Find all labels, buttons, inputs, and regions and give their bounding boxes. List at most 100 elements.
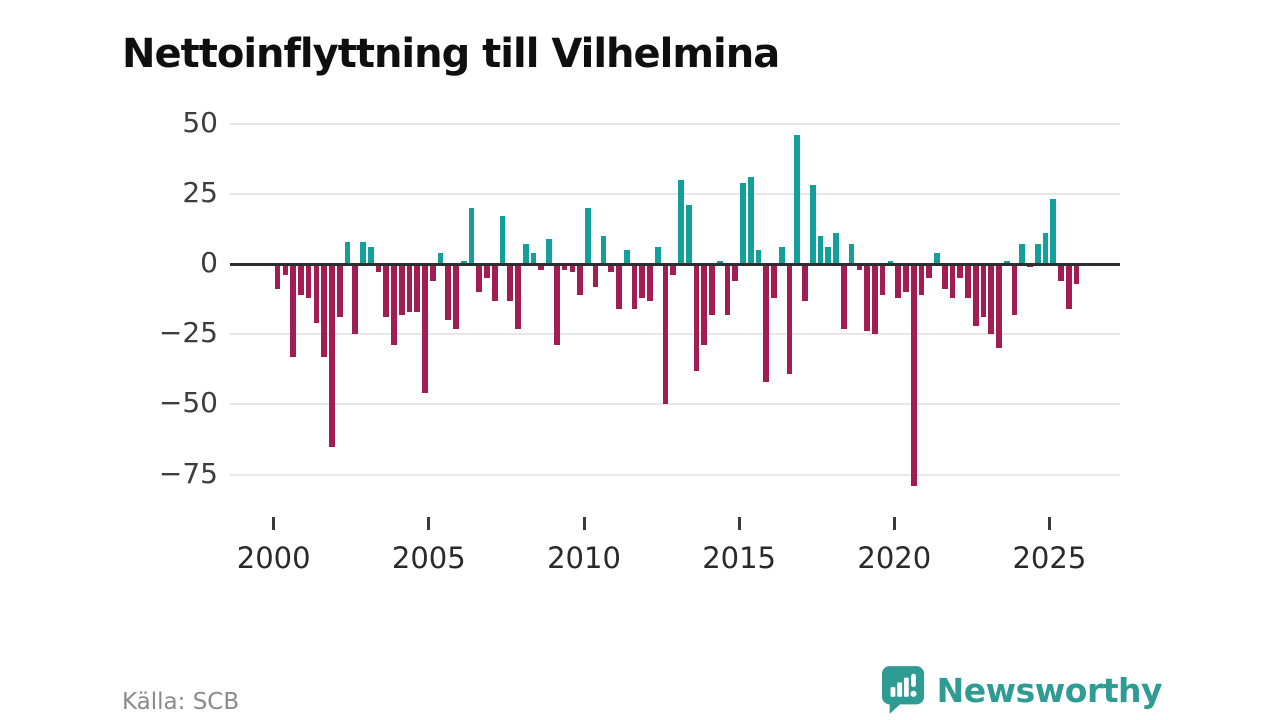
x-tick-label-2000: 2000 bbox=[236, 541, 311, 575]
x-tick-label-2015: 2015 bbox=[702, 541, 776, 575]
bar-2014-q3 bbox=[724, 264, 731, 315]
bar-2012-q4 bbox=[670, 264, 677, 276]
bar-2015-q1 bbox=[740, 182, 746, 264]
bar-2022-q4 bbox=[980, 264, 987, 318]
newsworthy-wordmark: Newsworthy bbox=[936, 670, 1163, 710]
bar-2021-q2 bbox=[934, 252, 940, 264]
bar-2005-q1 bbox=[429, 264, 436, 281]
y-tick-label--75: −75 bbox=[158, 456, 218, 490]
gridline-25 bbox=[230, 192, 1120, 195]
chart-title: Nettoinflyttning till Vilhelmina bbox=[122, 30, 780, 77]
x-tick-label-2010: 2010 bbox=[547, 541, 621, 575]
zero-axis-line bbox=[230, 262, 1120, 266]
bar-2011-q1 bbox=[616, 264, 622, 309]
x-tick-label-2005: 2005 bbox=[391, 541, 466, 575]
bar-2002-q4 bbox=[360, 241, 366, 264]
bar-2010-q1 bbox=[585, 207, 591, 264]
bar-2003-q4 bbox=[391, 264, 397, 346]
bar-2013-q4 bbox=[701, 264, 708, 346]
source-label: Källa: SCB bbox=[122, 689, 240, 715]
plot-area: 50 25 0 −25 −50 −75 2000 2005 2010 2015 2020 2025 bbox=[158, 106, 1120, 575]
gridline-50 bbox=[230, 122, 1120, 125]
bar-2000-q2 bbox=[282, 264, 289, 276]
bar-2011-q3 bbox=[631, 264, 638, 309]
bar-2025-q4 bbox=[1073, 264, 1080, 284]
bar-2003-q3 bbox=[383, 264, 390, 318]
bar-2004-q3 bbox=[414, 264, 421, 312]
bar-2018-q2 bbox=[841, 264, 847, 329]
bar-2007-q2 bbox=[499, 216, 506, 264]
bar-2017-q2 bbox=[809, 185, 816, 264]
bar-2001-q2 bbox=[313, 264, 320, 323]
bar-2013-q1 bbox=[678, 179, 684, 264]
bar-2017-q4 bbox=[825, 247, 832, 264]
bar-2006-q3 bbox=[476, 264, 483, 293]
y-tick-label--50: −50 bbox=[158, 386, 218, 420]
bar-2007-q3 bbox=[507, 264, 514, 301]
bar-2012-q1 bbox=[647, 264, 653, 301]
bar-2022-q1 bbox=[957, 264, 964, 278]
bar-2004-q2 bbox=[406, 264, 413, 312]
bar-2000-q1 bbox=[274, 264, 281, 290]
bar-2006-q4 bbox=[484, 264, 490, 278]
bar-2010-q3 bbox=[600, 235, 607, 264]
bar-2015-q3 bbox=[755, 250, 762, 264]
bar-2014-q4 bbox=[732, 264, 739, 281]
bar-2012-q2 bbox=[654, 247, 661, 264]
bar-2018-q3 bbox=[848, 244, 855, 264]
bar-2019-q1 bbox=[864, 264, 870, 332]
x-tick-label-2025: 2025 bbox=[1012, 541, 1087, 575]
x-tick-mark-2010 bbox=[582, 517, 586, 530]
bar-2018-q1 bbox=[833, 233, 839, 264]
bar-2005-q4 bbox=[453, 264, 459, 329]
bar-2005-q3 bbox=[445, 264, 452, 321]
bar-2001-q4 bbox=[329, 264, 335, 447]
bar-2023-q4 bbox=[1011, 264, 1018, 315]
bar-2023-q1 bbox=[988, 264, 995, 335]
x-tick-mark-2020 bbox=[892, 517, 896, 530]
bar-2007-q4 bbox=[515, 264, 521, 329]
bar-2015-q4 bbox=[763, 264, 770, 382]
bar-2024-q3 bbox=[1034, 244, 1041, 264]
bar-2017-q3 bbox=[817, 235, 824, 264]
bar-2025-q2 bbox=[1058, 264, 1064, 281]
bar-2010-q2 bbox=[592, 264, 599, 287]
bar-2002-q1 bbox=[336, 264, 343, 318]
bar-2015-q2 bbox=[747, 177, 754, 264]
bar-2022-q3 bbox=[972, 264, 979, 326]
bar-2013-q3 bbox=[693, 264, 700, 371]
gridline--50 bbox=[230, 403, 1120, 406]
bar-2019-q2 bbox=[872, 264, 878, 335]
bar-2001-q3 bbox=[321, 264, 327, 357]
bar-2016-q1 bbox=[771, 264, 777, 298]
bar-2014-q1 bbox=[709, 264, 715, 315]
bar-2020-q4 bbox=[918, 264, 925, 295]
bar-2018-q4 bbox=[856, 264, 863, 270]
bar-2021-q4 bbox=[949, 264, 956, 298]
bar-2001-q1 bbox=[305, 264, 312, 298]
bar-2011-q4 bbox=[639, 264, 646, 298]
bar-2024-q4 bbox=[1042, 233, 1049, 264]
bar-2008-q1 bbox=[522, 244, 529, 264]
bar-2021-q1 bbox=[926, 264, 933, 278]
bar-2009-q1 bbox=[554, 264, 560, 346]
bar-2004-q4 bbox=[422, 264, 428, 394]
bar-2019-q3 bbox=[879, 264, 886, 295]
bar-2003-q2 bbox=[375, 264, 382, 273]
bar-2008-q4 bbox=[546, 238, 552, 264]
bar-2016-q2 bbox=[778, 247, 785, 264]
x-tick-mark-2025 bbox=[1047, 517, 1051, 530]
bar-2024-q1 bbox=[1019, 244, 1026, 264]
bar-2009-q4 bbox=[577, 264, 583, 295]
x-tick-label-2020: 2020 bbox=[857, 541, 932, 575]
bar-2020-q2 bbox=[903, 264, 909, 293]
bar-2025-q1 bbox=[1050, 199, 1057, 264]
bar-2016-q3 bbox=[786, 264, 793, 374]
y-tick-label-0: 0 bbox=[200, 246, 218, 280]
x-tick-mark-2005 bbox=[427, 517, 431, 530]
y-tick-label-25: 25 bbox=[182, 175, 218, 209]
bar-2002-q2 bbox=[344, 241, 351, 264]
bar-2010-q4 bbox=[608, 264, 615, 273]
bar-2009-q2 bbox=[561, 264, 568, 270]
newsworthy-brand: Newsworthy bbox=[881, 664, 1163, 716]
